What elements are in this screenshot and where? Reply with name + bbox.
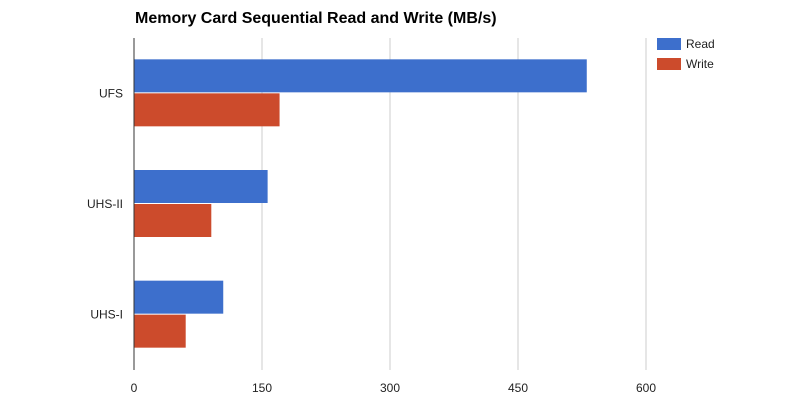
legend-label-write: Write [686,57,714,71]
x-tick-label: 0 [131,381,138,395]
category-label: UFS [99,86,123,100]
legend: Read Write [657,37,715,71]
category-label: UHS-II [87,197,123,211]
x-axis-ticks: 0 150 300 450 600 [131,381,657,395]
x-tick-label: 150 [252,381,272,395]
category-labels: UFS UHS-II UHS-I [87,86,123,321]
x-tick-label: 300 [380,381,400,395]
bar-write-uhs-i [134,314,186,348]
bar-write-ufs [134,93,280,127]
chart-title: Memory Card Sequential Read and Write (M… [135,10,497,27]
legend-label-read: Read [686,37,715,51]
bar-read-uhs-ii [134,170,268,203]
grid-lines [261,38,647,370]
bars [134,59,587,348]
bar-read-ufs [134,59,587,93]
x-tick-label: 600 [636,381,656,395]
legend-swatch-read [657,38,681,50]
x-tick-label: 450 [508,381,528,395]
legend-swatch-write [657,58,681,70]
bar-read-uhs-i [134,280,224,314]
category-label: UHS-I [90,308,123,322]
bar-write-uhs-ii [134,204,212,237]
